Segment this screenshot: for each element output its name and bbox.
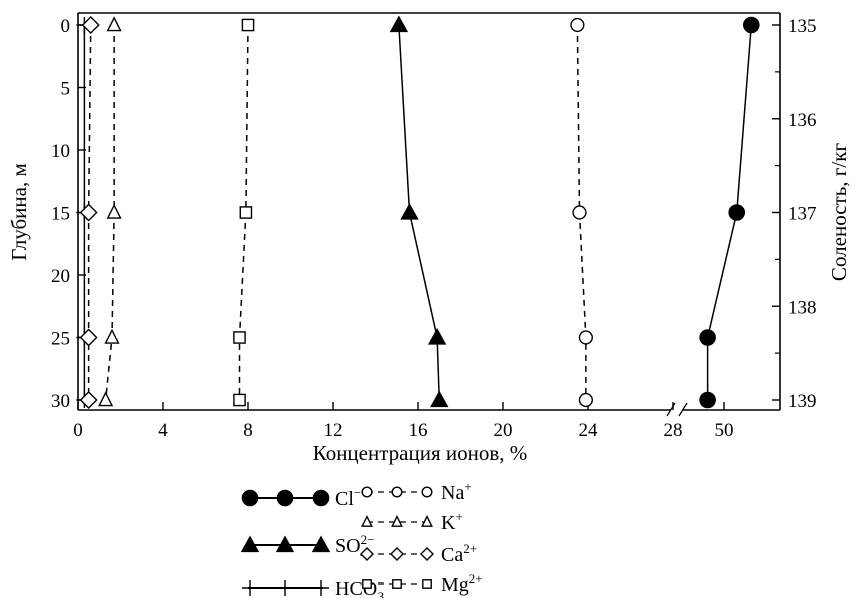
series-line-k (104, 25, 115, 401)
y2-tick-label: 139 (788, 391, 817, 412)
y2-tick-label: 137 (788, 204, 817, 225)
y-tick-label: 30 (51, 391, 70, 412)
x-tick-label: 28 (664, 420, 683, 441)
x-tick-label: 24 (579, 420, 599, 441)
legend-marker-so4 (311, 535, 331, 553)
series-line-cl (706, 24, 753, 400)
data-point-ca (79, 391, 98, 409)
data-point-k (104, 328, 120, 344)
legend-marker-hco3 (313, 580, 329, 596)
right-axis-ticks: 135 136 137 138 139 (772, 16, 817, 412)
legend-label-ca: Ca2+ (441, 541, 477, 566)
data-point-k (106, 203, 122, 219)
legend-marker-cl (276, 489, 294, 507)
y-tick-label: 20 (51, 266, 70, 287)
legend-marker-mg (422, 579, 432, 589)
legend-marker-so4 (275, 535, 295, 553)
legend-label-mg: Mg2+ (441, 571, 483, 596)
y2-tick-label: 136 (788, 110, 817, 131)
data-point-ca (81, 16, 100, 34)
data-point-k (106, 16, 122, 32)
data-point-mg (241, 18, 255, 32)
x-tick-label: 4 (158, 420, 168, 441)
data-point-cl (743, 16, 760, 34)
legend-marker-k (391, 515, 403, 527)
legend-marker-cl (241, 489, 259, 507)
data-point-mg (239, 206, 253, 219)
data-point-cl (728, 204, 746, 221)
y-tick-label: 0 (61, 16, 71, 37)
x-tick-label: 50 (715, 420, 734, 441)
legend-label-cl: Cl− (335, 485, 361, 510)
y-tick-label: 10 (51, 141, 70, 162)
legend-label-hco3: HCO− 3 (335, 575, 385, 598)
x-tick-label: 20 (494, 420, 513, 441)
series-line-mg (238, 24, 249, 400)
data-point-na (578, 392, 593, 408)
x-axis-ticks: 0 4 8 12 16 20 24 28 50 (73, 402, 734, 441)
legend-label-na: Na+ (441, 479, 472, 504)
y2-tick-label: 138 (788, 297, 817, 318)
series-line-na (576, 24, 587, 400)
x-tick-label: 16 (409, 420, 428, 441)
legend-marker-na (361, 486, 373, 498)
data-point-ca (79, 203, 98, 222)
legend-marker-na (421, 486, 433, 498)
legend-marker-mg (362, 579, 372, 589)
legend-marker-ca (420, 547, 434, 561)
y-tick-label: 5 (61, 79, 71, 100)
y-axis-title: Глубина, м (7, 163, 31, 261)
legend-marker-k (361, 515, 373, 527)
plot-frame (77, 12, 781, 417)
data-point-na (570, 17, 585, 33)
legend: Cl−SO2−4HCO−3Na+K+Ca2+Mg2+ (240, 479, 483, 598)
x-axis-title: Концентрация ионов, % (313, 441, 528, 465)
x-tick-label: 8 (243, 420, 253, 441)
legend-marker-hco3 (242, 580, 258, 596)
legend-marker-na (391, 486, 403, 498)
data-point-so4 (400, 203, 419, 220)
legend-label-k: K+ (441, 509, 463, 534)
y-tick-label: 15 (51, 204, 70, 225)
legend-marker-cl (312, 489, 330, 507)
data-point-mg (233, 393, 246, 407)
legend-marker-ca (360, 547, 374, 561)
data-point-ca (79, 328, 98, 347)
y-tick-label: 25 (51, 329, 70, 350)
data-point-mg (233, 331, 246, 344)
series-line-so4 (398, 24, 440, 401)
legend-marker-k (421, 515, 433, 527)
data-point-so4 (430, 390, 449, 408)
data-point-k (98, 391, 114, 407)
legend-marker-ca (390, 547, 404, 561)
data-point-so4 (427, 328, 447, 345)
data-point-na (578, 330, 593, 345)
legend-marker-hco3 (277, 580, 293, 596)
y-axis-ticks: 0 5 10 15 20 25 30 (51, 16, 86, 412)
x-tick-label: 12 (324, 420, 343, 441)
legend-marker-so4 (240, 535, 260, 553)
series-markers (76, 15, 760, 409)
y2-tick-label: 135 (788, 16, 817, 37)
series-line-ca (87, 24, 92, 400)
series-lines (83, 24, 753, 401)
data-point-so4 (389, 15, 409, 33)
data-point-cl (699, 329, 716, 346)
data-point-cl (699, 391, 716, 409)
y2-axis-title: Соленость, г/кг (827, 143, 851, 282)
x-tick-label: 0 (73, 420, 83, 441)
data-point-na (572, 205, 587, 220)
legend-marker-mg (392, 579, 402, 589)
